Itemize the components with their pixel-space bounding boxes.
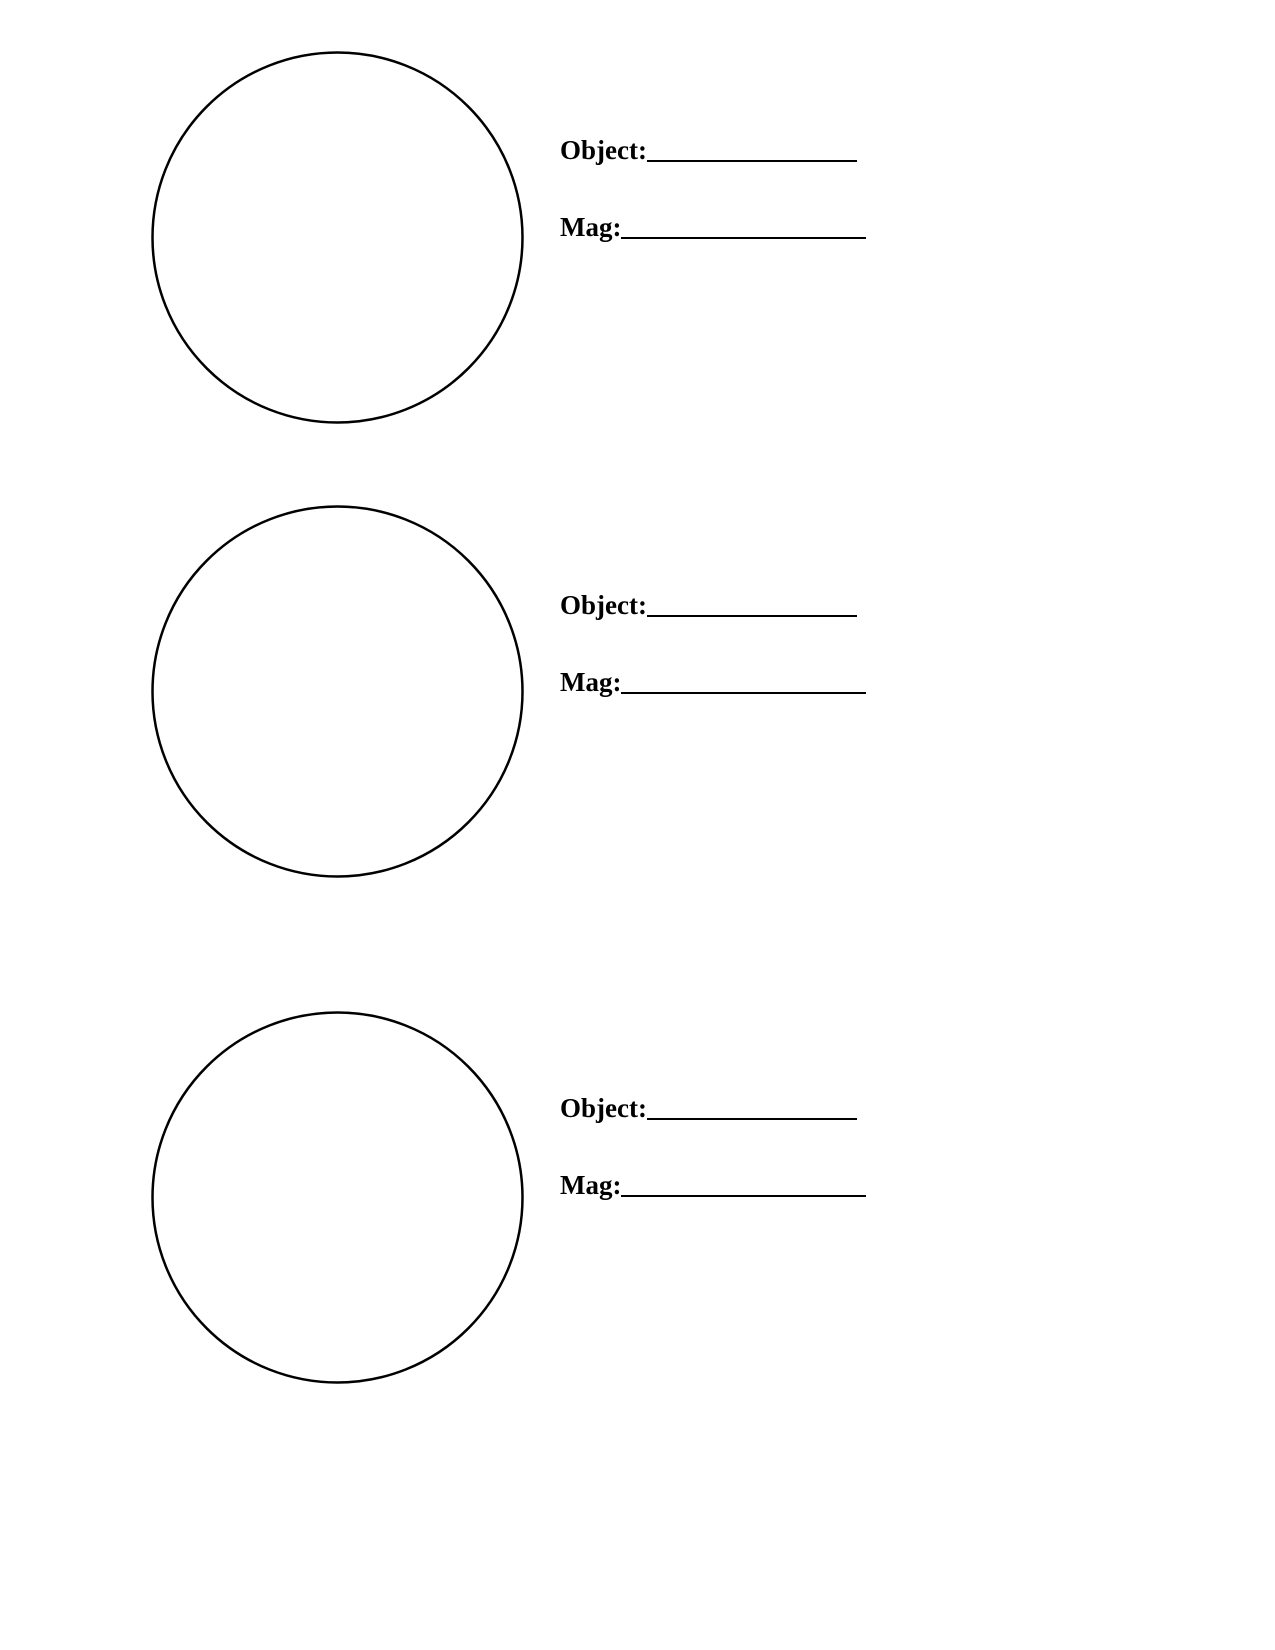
object-blank-3[interactable] [647,1118,857,1120]
mag-blank-3[interactable] [621,1195,866,1197]
microscope-field-circle-2 [150,504,525,879]
mag-label-line-3: Mag: [560,1170,866,1201]
mag-label-line-2: Mag: [560,667,866,698]
mag-label-3: Mag: [560,1170,621,1201]
object-blank-2[interactable] [647,615,857,617]
worksheet-container: Object: Mag: Object: Mag: Object: [0,0,1275,1650]
mag-label-1: Mag: [560,212,621,243]
object-label-line-1: Object: [560,135,866,166]
mag-label-line-1: Mag: [560,212,866,243]
microscope-field-circle-1 [150,50,525,425]
observation-row-1 [150,50,525,425]
object-label-line-2: Object: [560,590,866,621]
object-label-2: Object: [560,590,647,621]
mag-label-2: Mag: [560,667,621,698]
labels-group-3: Object: Mag: [560,1093,866,1201]
observation-row-3 [150,1010,525,1385]
object-label-1: Object: [560,135,647,166]
microscope-field-circle-3 [150,1010,525,1385]
observation-row-2 [150,504,525,879]
object-blank-1[interactable] [647,160,857,162]
labels-group-2: Object: Mag: [560,590,866,698]
labels-group-1: Object: Mag: [560,135,866,243]
object-label-line-3: Object: [560,1093,866,1124]
mag-blank-2[interactable] [621,692,866,694]
mag-blank-1[interactable] [621,237,866,239]
object-label-3: Object: [560,1093,647,1124]
